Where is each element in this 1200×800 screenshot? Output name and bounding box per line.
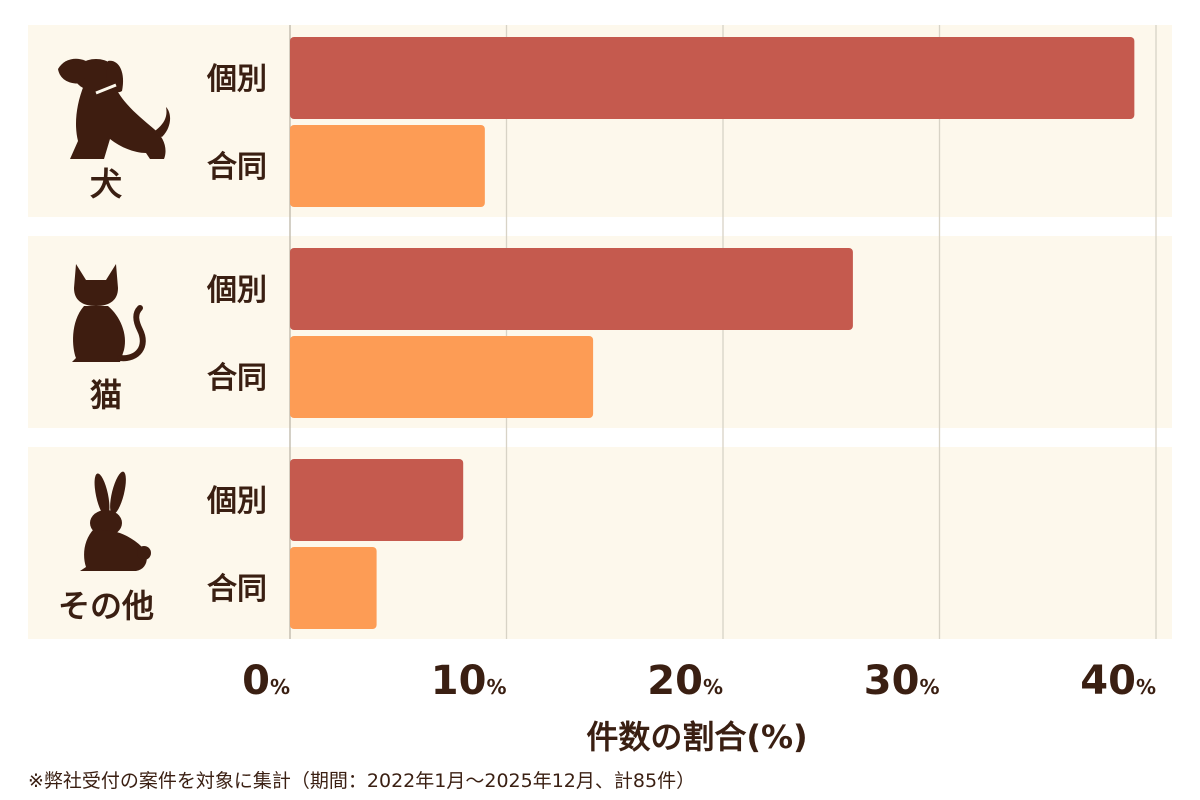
cat-icon xyxy=(72,264,146,362)
icons xyxy=(58,58,171,571)
x-tick-30: 30% xyxy=(864,658,940,704)
category-label-0: 犬 xyxy=(90,165,122,203)
bar-1-0 xyxy=(290,248,853,330)
category-label-2: その他 xyxy=(58,587,154,625)
x-tick-40: 40% xyxy=(1080,658,1156,704)
bar-label-0-0: 個別 xyxy=(206,62,267,97)
bar-0-1 xyxy=(290,125,485,207)
x-axis-ticks: 0% 10% 20% 30% 40% xyxy=(242,658,1156,704)
panel-2 xyxy=(28,447,1172,639)
bar-label-2-1: 合同 xyxy=(207,572,267,607)
x-tick-20: 20% xyxy=(647,658,723,704)
bar-2-0 xyxy=(290,459,464,541)
footnote: ※弊社受付の案件を対象に集計（期間：2022年1月～2025年12月、計85件） xyxy=(28,770,696,792)
category-label-1: 猫 xyxy=(90,376,122,414)
bar-label-1-0: 個別 xyxy=(206,273,267,308)
x-axis-title: 件数の割合(%) xyxy=(586,718,807,756)
bar-2-1 xyxy=(290,547,377,629)
bar-label-0-1: 合同 xyxy=(207,150,267,185)
x-tick-10: 10% xyxy=(431,658,507,704)
bar-label-2-0: 個別 xyxy=(206,484,267,519)
bar-1-1 xyxy=(290,336,594,418)
dog-icon xyxy=(58,58,171,159)
bar-0-0 xyxy=(290,37,1135,119)
bars xyxy=(290,37,1135,629)
rabbit-icon xyxy=(80,471,151,571)
x-tick-0: 0% xyxy=(242,658,290,704)
bar-label-1-1: 合同 xyxy=(207,361,267,396)
